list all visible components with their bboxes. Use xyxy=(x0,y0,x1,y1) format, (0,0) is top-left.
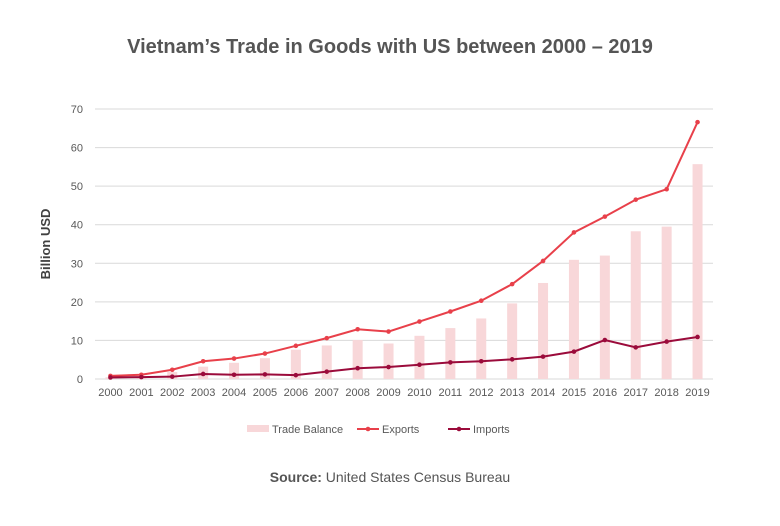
point-imports xyxy=(602,337,608,343)
bar-trade-balance xyxy=(476,318,487,379)
x-tick-label: 2001 xyxy=(129,387,153,399)
bar-trade-balance xyxy=(290,349,301,379)
point-exports xyxy=(200,358,206,364)
x-tick-label: 2000 xyxy=(98,387,122,399)
point-exports xyxy=(324,335,330,341)
x-tick-label: 2017 xyxy=(624,387,648,399)
x-tick-label: 2019 xyxy=(685,387,709,399)
point-imports xyxy=(324,369,330,374)
y-axis-label: Billion USD xyxy=(38,209,53,280)
bar-trade-balance xyxy=(599,255,610,379)
point-exports xyxy=(417,319,422,324)
bar-trade-balance xyxy=(630,231,641,379)
x-tick-label: 2009 xyxy=(376,387,400,399)
x-tick-label: 2010 xyxy=(407,387,431,399)
x-tick-label: 2004 xyxy=(222,387,246,399)
y-tick-label: 70 xyxy=(71,104,83,116)
y-tick-label: 40 xyxy=(71,220,83,232)
bar-trade-balance xyxy=(414,335,425,379)
bar-trade-balance xyxy=(229,362,240,379)
x-tick-label: 2015 xyxy=(562,387,586,399)
point-imports xyxy=(108,375,113,380)
x-tick-label: 2002 xyxy=(160,387,184,399)
point-exports xyxy=(664,186,669,192)
source-label: Source: xyxy=(269,469,322,485)
y-tick-label: 20 xyxy=(71,297,83,309)
bar-trade-balance xyxy=(507,303,518,379)
point-imports xyxy=(139,374,144,380)
point-imports xyxy=(633,345,639,350)
x-tick-label: 2003 xyxy=(191,387,215,399)
bar-trade-balance xyxy=(568,259,579,379)
bar-trade-balance xyxy=(538,282,549,379)
x-tick-label: 2014 xyxy=(531,387,555,399)
bar-trade-balance xyxy=(445,328,456,379)
point-exports xyxy=(633,197,639,202)
source-text: United States Census Bureau xyxy=(321,469,511,485)
point-exports xyxy=(386,329,391,334)
point-imports xyxy=(355,365,360,371)
point-exports xyxy=(262,351,268,356)
source-note: Source: United States Census Bureau xyxy=(0,469,780,485)
legend-label-trade-balance: Trade Balance xyxy=(272,424,343,436)
point-imports xyxy=(664,339,669,344)
point-exports xyxy=(355,326,360,332)
y-tick-label: 0 xyxy=(77,374,83,386)
x-tick-label: 2006 xyxy=(284,387,308,399)
x-tick-label: 2018 xyxy=(654,387,678,399)
legend-marker-exports xyxy=(365,426,371,432)
x-tick-label: 2012 xyxy=(469,387,493,399)
point-exports xyxy=(169,367,175,373)
point-exports xyxy=(509,281,515,287)
point-exports xyxy=(571,230,577,235)
bar-trade-balance xyxy=(383,343,394,379)
legend-swatch-trade-balance xyxy=(247,425,269,432)
legend-marker-imports xyxy=(456,426,462,432)
x-tick-label: 2013 xyxy=(500,387,524,399)
y-tick-label: 10 xyxy=(71,335,83,347)
point-imports xyxy=(262,372,268,377)
point-exports xyxy=(478,298,484,304)
point-imports xyxy=(695,334,700,340)
point-exports xyxy=(293,343,299,349)
bar-trade-balance xyxy=(321,345,332,379)
legend-label-exports: Exports xyxy=(382,424,420,436)
x-tick-label: 2005 xyxy=(253,387,277,399)
x-tick-label: 2008 xyxy=(345,387,369,399)
bar-trade-balance xyxy=(352,340,363,379)
point-exports xyxy=(695,119,700,125)
bar-trade-balance xyxy=(259,358,270,379)
chart-title: Vietnam’s Trade in Goods with US between… xyxy=(127,36,653,58)
y-tick-label: 30 xyxy=(71,258,83,270)
point-imports xyxy=(200,371,206,377)
x-tick-label: 2007 xyxy=(315,387,339,399)
line-exports xyxy=(110,121,699,377)
point-exports xyxy=(448,309,453,314)
point-imports xyxy=(169,374,175,379)
legend-label-imports: Imports xyxy=(473,424,510,436)
line-imports xyxy=(110,335,698,379)
point-imports xyxy=(386,364,391,370)
bar-trade-balance xyxy=(661,226,672,379)
point-imports xyxy=(540,354,546,359)
x-tick-label: 2011 xyxy=(439,387,463,399)
point-imports xyxy=(231,372,237,378)
y-tick-label: 60 xyxy=(71,143,83,155)
point-exports xyxy=(540,258,546,264)
point-imports xyxy=(293,372,299,378)
point-imports xyxy=(417,362,422,368)
y-tick-label: 50 xyxy=(71,181,83,193)
point-exports xyxy=(231,356,237,361)
point-imports xyxy=(478,358,484,364)
bar-trade-balance xyxy=(692,164,703,379)
point-imports xyxy=(509,357,515,362)
point-exports xyxy=(602,214,608,219)
point-imports xyxy=(571,349,577,354)
x-tick-label: 2016 xyxy=(593,387,617,399)
point-imports xyxy=(448,360,453,365)
